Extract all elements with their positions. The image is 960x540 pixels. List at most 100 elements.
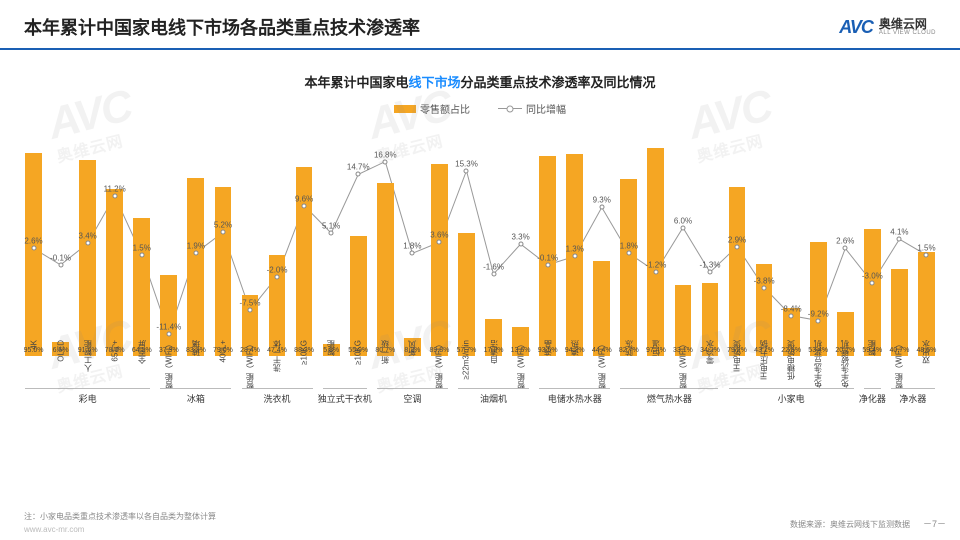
page-number: －7－ [923,517,946,530]
x-label: 恒温 [650,340,661,356]
group-label: 小家电 [778,392,805,405]
line-point [572,254,577,259]
x-label: IH电饭煲 [732,340,743,372]
group-label: 燃气热水器 [647,392,692,405]
line-point [762,285,767,290]
chart-subtitle: 本年累计中国家电线下市场分品类重点技术渗透率及同比情况 [0,72,960,91]
x-label: 智能（WIFI） [245,340,256,389]
line-point [843,246,848,251]
chart: 95.0%2.6%6.5%-0.1%91.6%3.4%78.0%11.2%64.… [20,124,940,424]
line-point [31,246,36,251]
line-point [437,240,442,245]
bar [215,187,232,356]
x-label: 4K [29,340,38,350]
line-point [329,231,334,236]
group-label: 净化器 [859,392,886,405]
logo-en: ALL VIEW CLOUD [879,30,936,36]
line-point [166,331,171,336]
line-value: 2.6% [24,237,42,246]
line-value: -9.2% [808,309,829,318]
x-label: 双出水 [921,340,932,364]
x-label: 智能 [326,340,337,356]
group-divider [242,388,313,389]
x-label: 洗干一体 [272,340,283,372]
group-label: 冰箱 [187,392,205,405]
group-label: 洗衣机 [264,392,291,405]
logo-cn: 奥维云网 [879,18,936,30]
group-divider [620,388,718,389]
line-point [626,251,631,256]
line-value: 9.6% [295,194,313,203]
line-value: 14.7% [347,163,370,172]
x-label: 全面屏 [136,340,147,364]
header: 本年累计中国家电线下市场各品类重点技术渗透率 AVC 奥维云网 ALL VIEW… [0,0,960,50]
x-label: 智能（WIFI） [894,340,905,389]
x-labels: 4KOLED人工智能65吋+全面屏智能（WIFI）玻璃400L+智能（WIFI）… [20,340,940,384]
line-value: 3.4% [79,232,97,241]
line-point [112,193,117,198]
group-divider [539,388,610,389]
bar [647,148,664,356]
line-value: 5.1% [322,221,340,230]
line-point [85,241,90,246]
line-point [518,242,523,247]
x-label: ≥22m3/min [462,340,471,380]
line-point [410,251,415,256]
line-value: -8.4% [781,304,802,313]
footnote: 注：小家电品类重点技术渗透率以各自品类为整体计算 [24,511,216,522]
x-label: 65吋+ [109,340,120,362]
group-label: 空调 [403,392,421,405]
line-value: -0.1% [50,253,71,262]
line-value: -1.2% [645,260,666,269]
bar [864,229,881,356]
x-label: 液晶 [542,340,553,356]
x-label: 零冷水 [705,340,716,364]
line-point [356,172,361,177]
logo: AVC 奥维云网 ALL VIEW CLOUD [839,17,936,38]
line-value: 1.8% [620,242,638,251]
line-point [275,274,280,279]
line-point [599,205,604,210]
group-divider [864,388,881,389]
bar [25,153,42,356]
line-value: 5.2% [214,221,232,230]
x-label: 智能（WIFI） [434,340,445,389]
group-divider [25,388,150,389]
group-label: 电储水热水器 [548,392,602,405]
line-point [491,272,496,277]
line-point [708,270,713,275]
line-value: -7.5% [240,298,261,307]
line-point [302,203,307,208]
x-label: 玻璃 [190,340,201,356]
x-label: 低糖电饭煲 [786,340,797,380]
line-point [735,244,740,249]
bar [106,189,123,356]
group-label: 油烟机 [480,392,507,405]
line-value: 4.1% [890,228,908,237]
line-value: -3.8% [754,276,775,285]
x-label: ≥10KG [354,340,363,365]
line-value: -2.0% [267,265,288,274]
group-divider [377,388,448,389]
x-label: 智能（WIFI） [163,340,174,389]
group-divider [891,388,935,389]
x-label: 新风 [407,340,418,356]
x-label: 智能 [867,340,878,356]
bar [79,160,96,356]
x-label: 新一级 [380,340,391,364]
line-value: 1.5% [133,243,151,252]
line-value: -3.0% [862,271,883,280]
x-label: OLED [56,340,65,362]
group-divider [458,388,529,389]
bar [377,183,394,356]
line-point [870,280,875,285]
line-point [464,168,469,173]
bar [431,164,448,356]
line-value: 3.6% [430,231,448,240]
bar [729,187,746,356]
line-point [680,225,685,230]
line-value: -0.1% [537,253,558,262]
line-point [789,313,794,318]
x-label: 400L+ [218,340,227,362]
line-point [220,230,225,235]
